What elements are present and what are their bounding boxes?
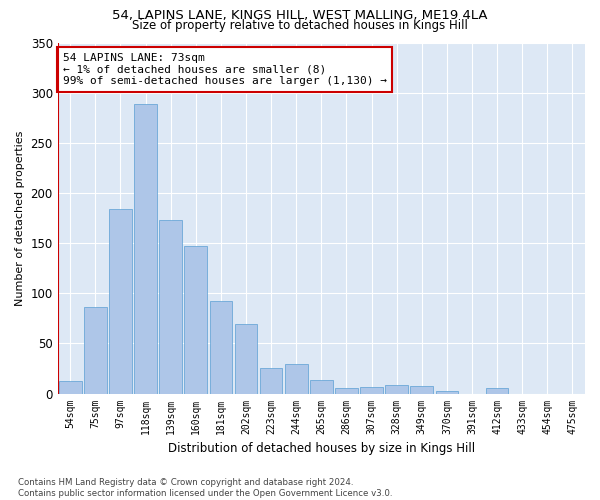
Bar	[285, 364, 308, 394]
Bar	[134, 104, 157, 394]
Text: 54 LAPINS LANE: 73sqm
← 1% of detached houses are smaller (8)
99% of semi-detach: 54 LAPINS LANE: 73sqm ← 1% of detached h…	[63, 53, 387, 86]
Text: 54, LAPINS LANE, KINGS HILL, WEST MALLING, ME19 4LA: 54, LAPINS LANE, KINGS HILL, WEST MALLIN…	[112, 9, 488, 22]
Bar	[360, 386, 383, 394]
Bar	[235, 324, 257, 394]
Bar	[385, 384, 408, 394]
Bar	[59, 380, 82, 394]
Bar	[184, 246, 207, 394]
Bar	[209, 302, 232, 394]
Bar	[436, 390, 458, 394]
X-axis label: Distribution of detached houses by size in Kings Hill: Distribution of detached houses by size …	[168, 442, 475, 455]
Bar	[109, 209, 132, 394]
Y-axis label: Number of detached properties: Number of detached properties	[15, 130, 25, 306]
Bar	[84, 308, 107, 394]
Bar	[260, 368, 283, 394]
Text: Size of property relative to detached houses in Kings Hill: Size of property relative to detached ho…	[132, 18, 468, 32]
Bar	[160, 220, 182, 394]
Bar	[410, 386, 433, 394]
Bar	[310, 380, 332, 394]
Text: Contains HM Land Registry data © Crown copyright and database right 2024.
Contai: Contains HM Land Registry data © Crown c…	[18, 478, 392, 498]
Bar	[335, 388, 358, 394]
Bar	[486, 388, 508, 394]
